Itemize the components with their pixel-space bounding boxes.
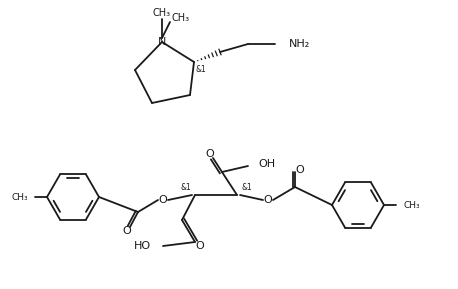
Text: CH₃: CH₃ bbox=[403, 201, 420, 210]
Text: O: O bbox=[206, 149, 214, 159]
Text: NH₂: NH₂ bbox=[289, 39, 310, 49]
Text: CH₃: CH₃ bbox=[172, 13, 190, 23]
Text: CH₃: CH₃ bbox=[11, 192, 28, 201]
Text: &1: &1 bbox=[241, 184, 252, 192]
Text: OH: OH bbox=[258, 159, 275, 169]
Text: HO: HO bbox=[134, 241, 151, 251]
Text: &1: &1 bbox=[180, 184, 191, 192]
Text: O: O bbox=[295, 165, 305, 175]
Text: O: O bbox=[196, 241, 204, 251]
Text: N: N bbox=[158, 37, 166, 47]
Text: O: O bbox=[158, 195, 167, 205]
Text: &1: &1 bbox=[196, 66, 207, 75]
Text: O: O bbox=[264, 195, 273, 205]
Text: CH₃: CH₃ bbox=[153, 8, 171, 18]
Text: O: O bbox=[123, 226, 131, 236]
